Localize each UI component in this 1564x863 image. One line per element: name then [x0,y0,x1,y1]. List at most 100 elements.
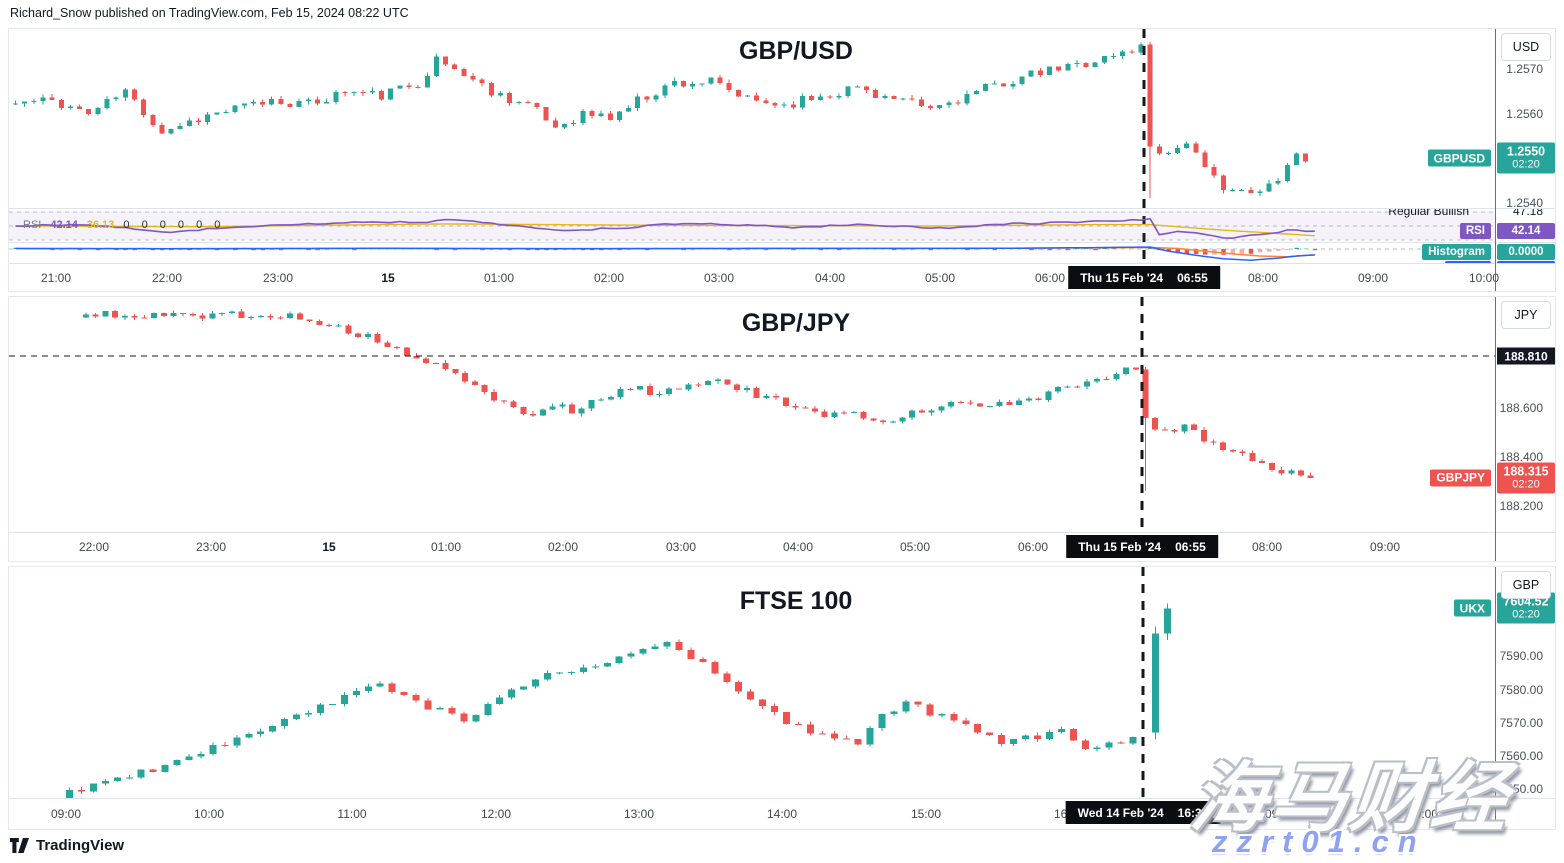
time-axis-label: 15:00 [910,807,942,821]
time-axis-label: 10:00 [193,807,225,821]
rsi-status-value: RSI [23,219,42,231]
price-axis-label: 1.2570 [1506,62,1543,77]
price-axis-label: 7550.00 [1499,782,1543,797]
chip-date: Thu 15 Feb '24 [1078,539,1162,554]
tradingview-brand-label: TradingView [36,837,125,854]
rsi-status-value: 36.13 [86,219,115,231]
price-axis-separator [1495,29,1496,291]
currency-box: GBP [1501,571,1551,599]
divergence-note-label: Regular Bullish [1388,208,1469,218]
time-axis-label: 08:00 [1251,540,1283,554]
time-axis-label: 02:00 [547,540,579,554]
symbol-price-badge: 1.2550 02:20 [1497,142,1555,174]
time-axis-label: 12:00 [480,807,512,821]
currency-box: JPY [1501,301,1551,329]
price-axis-label: 7590.00 [1499,649,1543,664]
price-axis-label: 7580.00 [1499,682,1543,697]
chip-time: 06:55 [1177,270,1208,285]
time-axis-label: 10:00 [1468,270,1500,285]
currency-box: USD [1501,33,1551,61]
time-axis-label: 23:00 [195,540,227,554]
time-axis-label: 06:00 [1034,270,1066,285]
time-axis-label: 21:00 [40,270,72,285]
price-axis-label: 1.2560 [1506,106,1543,121]
price-axis-label: 188.600 [1499,400,1543,415]
time-axis-label: 05:00 [924,270,956,285]
publish-attribution: Richard_Snow published on TradingView.co… [10,6,409,20]
crosshair-date-chip: Thu 15 Feb '24 06:55 [1066,535,1218,558]
price-axis-label: 188.400 [1499,449,1543,464]
rsi-status-value: 42.14 [50,219,78,231]
time-axis-label: 09:00 [1369,540,1401,554]
time-axis-label: 03:00 [703,270,735,285]
price-axis-separator [1495,297,1496,561]
crosshair-date-chip: Thu 15 Feb '24 06:55 [1068,266,1220,289]
chart-panel-gbpusd[interactable]: RSI 42.14 36.13 0 0 0 0 0 0 Regular Bullish 4… [8,28,1556,292]
time-axis-label: 06:00 [1017,540,1049,554]
time-axis[interactable]: 21:00 22:00 23:00 15 01:00 02:00 03:00 04:00 05:… [9,263,1555,291]
chart-title: GBP/JPY [741,309,851,337]
symbol-name-badge: GBPUSD [1427,149,1491,167]
time-axis-label: 04:00 [814,270,846,285]
chart-panel-gbpjpy[interactable]: 22:00 23:00 15 01:00 02:00 03:00 04:00 05:00 06:… [8,296,1556,562]
time-axis-label: 10:00 [1407,807,1439,821]
chart-title: GBP/USD [739,37,853,65]
time-axis-label: 15 [322,540,336,554]
price-axis-label: 1.2540 [1506,195,1543,210]
time-axis-label: 22:00 [151,270,183,285]
price-axis-label: 188.200 [1499,498,1543,513]
rsi-plot [9,211,1495,241]
time-axis-label: 09:00 [50,807,82,821]
time-axis-label: 01:00 [483,270,515,285]
rsi-pane[interactable]: RSI 42.14 36.13 0 0 0 0 0 0 Regular Bullish 4… [9,208,1555,243]
histogram-name-badge: Histogram [1422,244,1491,260]
time-axis-label: 08:00 [1247,270,1279,285]
rsi-status-line: RSI 42.14 36.13 0 0 0 0 0 0 [23,219,229,231]
macd-plot [9,246,1495,261]
time-axis-label: 23:00 [262,270,294,285]
candlestick-plot[interactable] [9,297,1555,563]
symbol-name-badge: UKX [1453,599,1491,617]
chip-time: 16:35 [1177,805,1209,820]
symbol-name-badge: GBPJPY [1430,469,1491,487]
chip-date: Thu 15 Feb '24 [1080,270,1164,285]
candles-series [13,42,1309,199]
histogram-value-badge: 0.0000 [1497,244,1555,260]
time-axis-label: 09:00 [1357,270,1389,285]
watermark-site-url: zzrt01.cn [1212,824,1426,859]
chart-title: FTSE 100 [739,587,853,615]
rsi-name-badge: RSI [1459,223,1491,239]
time-axis[interactable]: 22:00 23:00 15 01:00 02:00 03:00 04:00 05:00 06:… [9,532,1555,561]
divergence-note-value: 47.18 [1512,208,1543,218]
candles-series [83,309,1314,492]
time-axis-label: 11:00 [337,807,367,821]
tradingview-logo-icon [10,838,29,853]
crosshair-date-chip: Wed 14 Feb '24 16:35 [1065,801,1221,824]
time-axis-label: 01:00 [430,540,462,554]
time-axis-label: 09:00 [1264,807,1296,821]
time-axis-label: 13:00 [623,807,655,821]
tradingview-footer-link[interactable]: TradingView [10,837,124,854]
price-axis-label: 7570.00 [1499,715,1543,730]
chart-panel-ftse100[interactable]: 09:0010:0011:0012:0013:0014:0015:0016:00… [8,566,1556,830]
time-axis-label: 15 [381,270,395,285]
last-price: 1.2550 [1506,144,1546,159]
countdown-timer: 02:20 [1512,478,1540,491]
chip-time: 06:55 [1175,539,1206,554]
price-axis-separator [1495,567,1496,829]
time-axis-label: 05:00 [899,540,931,554]
countdown-timer: 02:20 [1512,608,1540,621]
time-axis[interactable]: 09:0010:0011:0012:0013:0014:0015:0016:00… [9,798,1555,829]
time-axis-label: 04:00 [782,540,814,554]
price-axis-label: 7560.00 [1499,748,1543,763]
time-axis-label: 14:00 [766,807,798,821]
rsi-divergence-zeros: 0 0 0 0 0 0 [123,219,221,231]
candlestick-plot[interactable] [9,567,1555,831]
rsi-value-badge: 42.14 [1497,223,1555,239]
chip-date: Wed 14 Feb '24 [1077,805,1164,820]
last-price: 188.315 [1503,464,1549,479]
time-axis-label: 02:00 [593,270,625,285]
time-axis-label: 22:00 [78,540,110,554]
